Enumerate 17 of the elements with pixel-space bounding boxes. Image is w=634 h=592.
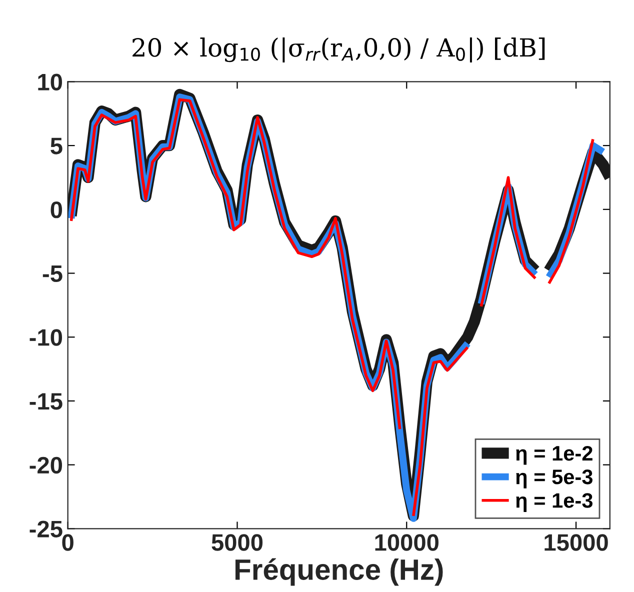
x-tick-label: 10000	[375, 534, 438, 551]
x-tick-label: 0	[62, 534, 74, 551]
legend-label: η = 5e-3	[516, 470, 592, 488]
legend-label: η = 1e-2	[516, 446, 592, 465]
chart-title: 20 × log$_{10}$ (|σ$_{rr}$(r$_{A}$,0,0) / A$_{0}$|) [dB]	[132, 37, 545, 62]
x-tick-label: 15000	[544, 534, 608, 551]
y-tick-label: -20	[30, 456, 62, 474]
y-tick-label: 10	[38, 74, 62, 90]
y-tick-label: 0	[50, 201, 62, 218]
y-tick-label: -15	[30, 393, 62, 410]
x-axis-title: Fréquence (Hz)	[235, 558, 443, 586]
y-tick-label: -5	[42, 266, 62, 282]
legend-label: η = 1e-3	[516, 493, 592, 512]
y-tick-label: -10	[30, 329, 62, 346]
y-tick-label: 5	[50, 138, 62, 154]
x-tick-label: 5000	[212, 534, 263, 551]
y-tick-label: -25	[30, 520, 62, 538]
